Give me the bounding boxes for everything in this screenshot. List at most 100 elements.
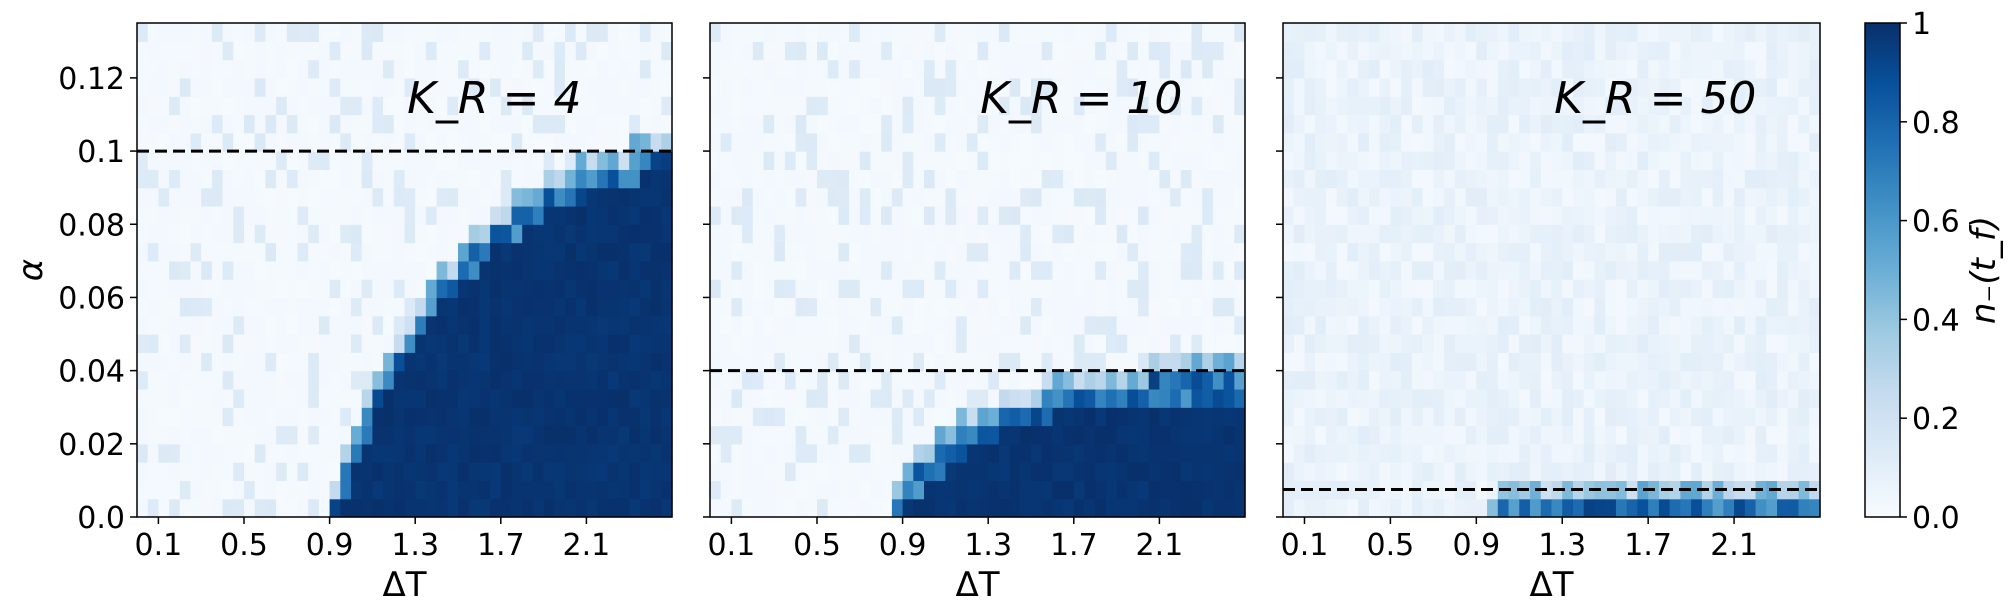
heatmap-cell	[286, 352, 299, 372]
heatmap-cell	[795, 205, 807, 225]
heatmap-cell	[479, 187, 491, 207]
heatmap-cell	[1138, 388, 1150, 408]
heatmap-cell	[1315, 388, 1327, 408]
heatmap-cell	[629, 388, 641, 408]
heatmap-cell	[372, 279, 384, 299]
heatmap-cell	[1148, 443, 1160, 463]
heatmap-cell	[838, 315, 850, 335]
heatmap-cell	[913, 498, 925, 518]
heatmap-cell	[468, 169, 480, 189]
heatmap-cell	[1637, 370, 1649, 390]
heatmap-cell	[1304, 407, 1316, 427]
heatmap-cell	[1234, 352, 1246, 372]
heatmap-cell	[891, 187, 904, 207]
heatmap-cell	[1530, 59, 1542, 79]
heatmap-cell	[458, 260, 470, 280]
heatmap-cell	[710, 205, 722, 225]
heatmap-cell	[1422, 352, 1434, 372]
heatmap-cell	[137, 242, 149, 262]
heatmap-cell	[1605, 462, 1617, 482]
heatmap-cell	[1444, 242, 1456, 262]
heatmap-cell	[222, 443, 234, 463]
heatmap-cell	[554, 205, 566, 225]
heatmap-cell	[1031, 407, 1043, 427]
heatmap-cell	[1594, 169, 1606, 189]
heatmap-cell	[1191, 407, 1203, 427]
heatmap-cell	[1572, 297, 1585, 317]
heatmap-cell	[361, 224, 373, 244]
heatmap-cell	[254, 443, 266, 463]
heatmap-cell	[586, 352, 598, 372]
heatmap-cell	[838, 462, 850, 482]
heatmap-cell	[1336, 114, 1349, 134]
heatmap-cell	[1583, 388, 1596, 408]
heatmap-cell	[1063, 388, 1075, 408]
heatmap-cell	[1116, 224, 1128, 244]
heatmap-cell	[1583, 407, 1596, 427]
heatmap-cell	[1212, 297, 1225, 317]
heatmap-cell	[731, 279, 743, 299]
heatmap-cell	[147, 242, 159, 262]
heatmap-cell	[147, 388, 159, 408]
heatmap-cell	[752, 169, 765, 189]
heatmap-cell	[1519, 260, 1531, 280]
heatmap-cell	[468, 151, 480, 170]
heatmap-cell	[318, 480, 331, 500]
heatmap-cell	[1041, 370, 1053, 390]
heatmap-cell	[415, 443, 427, 463]
heatmap-cell	[500, 77, 513, 97]
heatmap-cell	[1691, 370, 1703, 390]
heatmap-cell	[383, 242, 395, 262]
heatmap-cell	[1787, 279, 1800, 299]
heatmap-cell	[361, 187, 373, 207]
heatmap-cell	[1315, 498, 1327, 518]
heatmap-cell	[1444, 151, 1456, 170]
heatmap-cell	[1497, 169, 1510, 189]
heatmap-cell	[618, 279, 630, 299]
heatmap-cell	[1744, 23, 1757, 42]
heatmap-cell	[597, 242, 609, 262]
heatmap-cell	[565, 260, 577, 280]
heatmap-cell	[532, 315, 545, 335]
heatmap-cell	[629, 41, 641, 61]
heatmap-cell	[1809, 425, 1821, 445]
heatmap-cell	[881, 480, 893, 500]
heatmap-cell	[639, 77, 652, 97]
heatmap-cell	[254, 388, 266, 408]
heatmap-cell	[1615, 224, 1628, 244]
heatmap-cell	[1454, 462, 1467, 482]
heatmap-cell	[447, 23, 459, 42]
heatmap-cell	[190, 407, 202, 427]
heatmap-cell	[1084, 114, 1096, 134]
heatmap-cell	[1368, 352, 1381, 372]
heatmap-cell	[977, 480, 989, 500]
heatmap-cell	[1009, 462, 1021, 482]
heatmap-cell	[522, 151, 534, 170]
heatmap-cell	[1138, 480, 1150, 500]
heatmap-cell	[1315, 443, 1327, 463]
heatmap-cell	[1626, 96, 1639, 116]
heatmap-cell	[1433, 370, 1445, 390]
heatmap-cell	[318, 352, 331, 372]
x-tick-label: 0.5	[220, 528, 268, 563]
heatmap-cell	[1379, 334, 1391, 353]
heatmap-cell	[222, 132, 234, 152]
heatmap-cell	[763, 334, 775, 353]
heatmap-cell	[838, 425, 850, 445]
heatmap-cell	[1551, 59, 1563, 79]
heatmap-cell	[650, 388, 662, 408]
heatmap-cell	[795, 96, 807, 116]
heatmap-cell	[1562, 279, 1574, 299]
heatmap-cell	[1304, 279, 1316, 299]
heatmap-cell	[1020, 334, 1032, 353]
heatmap-cell	[1734, 260, 1746, 280]
heatmap-cell	[254, 23, 266, 42]
heatmap-cell	[1041, 132, 1053, 152]
heatmap-cell	[404, 132, 416, 152]
heatmap-cell	[1009, 41, 1021, 61]
heatmap-cell	[1487, 242, 1499, 262]
heatmap-cell	[1148, 260, 1160, 280]
heatmap-cell	[158, 187, 170, 207]
heatmap-cell	[500, 462, 513, 482]
heatmap-cell	[817, 297, 829, 317]
